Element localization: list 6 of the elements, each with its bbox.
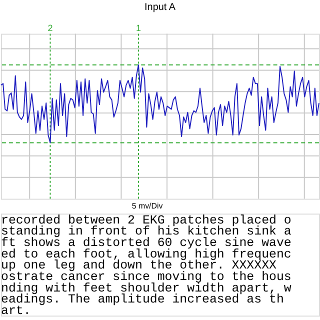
text: 2: [48, 22, 53, 33]
text: ft shows a distorted 60 cycle sine wave: [0, 236, 292, 250]
text: art.: [0, 304, 31, 318]
chart-title: Input A: [144, 2, 176, 13]
text: 1: [136, 22, 141, 33]
text: 5 mv/Div: [132, 202, 163, 211]
